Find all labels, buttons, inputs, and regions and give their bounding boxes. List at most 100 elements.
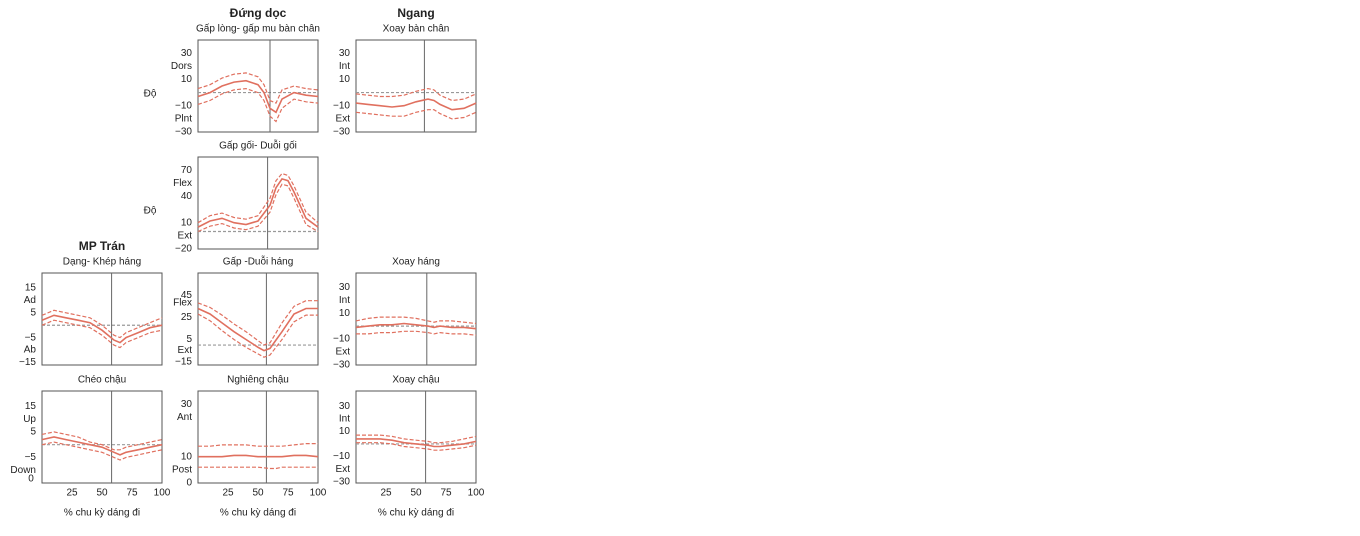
y-tick-label: −15 bbox=[19, 357, 36, 368]
y-tick-label: 10 bbox=[339, 426, 351, 437]
panel-title: Gấp gối- Duỗi gối bbox=[219, 139, 297, 152]
y-tick-label: −30 bbox=[333, 476, 350, 487]
y-tick-label: Ext bbox=[178, 230, 193, 241]
y-tick-label: Up bbox=[23, 414, 36, 425]
band-line bbox=[197, 313, 318, 358]
plot-frame bbox=[197, 272, 319, 366]
column-title: MP Trán bbox=[79, 239, 125, 253]
y-tick-label: 10 bbox=[339, 308, 351, 319]
y-tick-label: Flex bbox=[173, 298, 192, 309]
y-axis-label: Độ bbox=[144, 206, 157, 217]
y-tick-label: −20 bbox=[175, 244, 192, 255]
column-title: Đứng dọc bbox=[230, 6, 287, 20]
band-line bbox=[356, 330, 477, 336]
plot-frame bbox=[41, 272, 163, 366]
mean-line bbox=[355, 98, 477, 111]
y-tick-label: 45 bbox=[181, 290, 193, 301]
band-line bbox=[198, 443, 318, 447]
y-tick-label: −30 bbox=[333, 360, 350, 371]
y-tick-label: Int bbox=[339, 413, 350, 424]
panel-title: Gấp lòng- gấp mu bàn chân bbox=[196, 23, 320, 35]
y-tick-label: −10 bbox=[333, 451, 350, 462]
y-tick-label: 30 bbox=[339, 282, 351, 293]
x-axis-label: % chu kỳ dáng đi bbox=[378, 508, 454, 519]
x-tick-label: 25 bbox=[66, 488, 78, 499]
y-tick-label: 10 bbox=[181, 451, 193, 462]
x-tick-label: 100 bbox=[468, 488, 485, 499]
panel-title: Dạng- Khép háng bbox=[63, 257, 141, 268]
y-tick-label: 10 bbox=[339, 74, 351, 85]
mean-line bbox=[356, 438, 477, 448]
band-line bbox=[355, 109, 477, 120]
y-axis-label: Độ bbox=[144, 89, 157, 100]
band-line bbox=[41, 441, 163, 461]
y-tick-label: −5 bbox=[25, 452, 37, 463]
y-tick-label: 15 bbox=[25, 283, 37, 294]
y-tick-label: 5 bbox=[30, 427, 36, 438]
plot-frame bbox=[355, 390, 477, 484]
y-tick-label: −5 bbox=[25, 332, 37, 343]
y-tick-label: 25 bbox=[181, 312, 193, 323]
y-tick-label: Ab bbox=[24, 345, 37, 356]
y-tick-label: Ext bbox=[336, 347, 351, 358]
y-tick-label: Ad bbox=[24, 295, 36, 306]
band-line bbox=[41, 319, 163, 349]
y-tick-label: 5 bbox=[30, 307, 36, 318]
band-line bbox=[41, 431, 163, 451]
panel-title: Xoay chậu bbox=[392, 375, 439, 386]
y-tick-label: 30 bbox=[181, 48, 193, 59]
plot-frame bbox=[197, 390, 319, 484]
mean-line bbox=[197, 307, 318, 352]
mean-line bbox=[197, 177, 319, 228]
y-tick-label: 5 bbox=[186, 334, 192, 345]
y-axis-label: Độ bbox=[0, 322, 1, 333]
band-line bbox=[41, 309, 163, 339]
mean-line bbox=[355, 322, 477, 330]
x-tick-label: 100 bbox=[310, 488, 327, 499]
y-tick-label: Ext bbox=[336, 113, 351, 124]
y-tick-label: 15 bbox=[25, 401, 37, 412]
y-tick-label: −30 bbox=[175, 127, 192, 138]
y-tick-label: 10 bbox=[181, 217, 193, 228]
plot-frame bbox=[41, 390, 163, 484]
y-tick-label: Post bbox=[172, 464, 192, 475]
y-tick-label: 10 bbox=[181, 74, 193, 85]
panel-title: Xoay háng bbox=[392, 257, 440, 268]
column-title: Ngang bbox=[397, 6, 434, 20]
panel-title: Gấp -Duỗi háng bbox=[223, 255, 294, 268]
panel-title: Chéo chậu bbox=[78, 375, 126, 386]
mean-line bbox=[198, 454, 319, 458]
band-line bbox=[197, 300, 318, 346]
mean-line bbox=[41, 436, 163, 456]
x-tick-label: 25 bbox=[222, 488, 234, 499]
y-tick-label: 40 bbox=[181, 191, 193, 202]
y-tick-label: 30 bbox=[181, 399, 193, 410]
y-tick-label: −15 bbox=[175, 356, 192, 367]
y-tick-label: Plnt bbox=[175, 113, 192, 124]
y-tick-label: −30 bbox=[333, 127, 350, 138]
x-axis-label: % chu kỳ dáng đi bbox=[220, 508, 296, 519]
y-tick-label: −10 bbox=[175, 100, 192, 111]
x-axis-label: % chu kỳ dáng đi bbox=[64, 508, 140, 519]
band-line bbox=[197, 172, 319, 224]
y-tick-label: −10 bbox=[333, 334, 350, 345]
plot-frame bbox=[197, 156, 319, 250]
band-line bbox=[197, 87, 319, 123]
y-tick-label: 30 bbox=[339, 48, 351, 59]
x-tick-label: 75 bbox=[440, 488, 452, 499]
y-tick-label: 70 bbox=[181, 165, 193, 176]
band-line bbox=[355, 316, 477, 325]
x-tick-label: 50 bbox=[96, 488, 108, 499]
y-tick-label: Ext bbox=[336, 464, 351, 475]
plot-frame bbox=[355, 272, 477, 366]
y-tick-label: Flex bbox=[173, 178, 192, 189]
panel-title: Xoay bàn chân bbox=[383, 24, 450, 35]
x-tick-label: 75 bbox=[282, 488, 294, 499]
band-line bbox=[356, 434, 477, 444]
plot-frame bbox=[355, 39, 477, 133]
mean-line bbox=[197, 79, 319, 114]
x-tick-label: 50 bbox=[252, 488, 264, 499]
band-line bbox=[197, 183, 319, 233]
band-line bbox=[355, 87, 477, 102]
